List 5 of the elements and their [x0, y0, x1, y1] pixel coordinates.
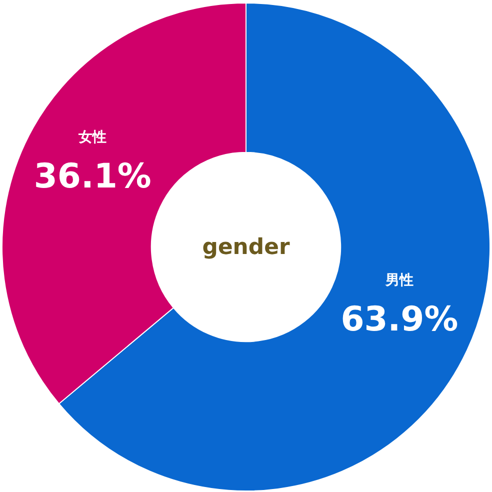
data-label: 63.9% — [340, 300, 458, 339]
slice-label: 男性 — [384, 272, 414, 289]
data-label: 36.1% — [34, 156, 152, 196]
text: gender — [202, 234, 290, 260]
slice-label: 女性 — [78, 130, 107, 146]
